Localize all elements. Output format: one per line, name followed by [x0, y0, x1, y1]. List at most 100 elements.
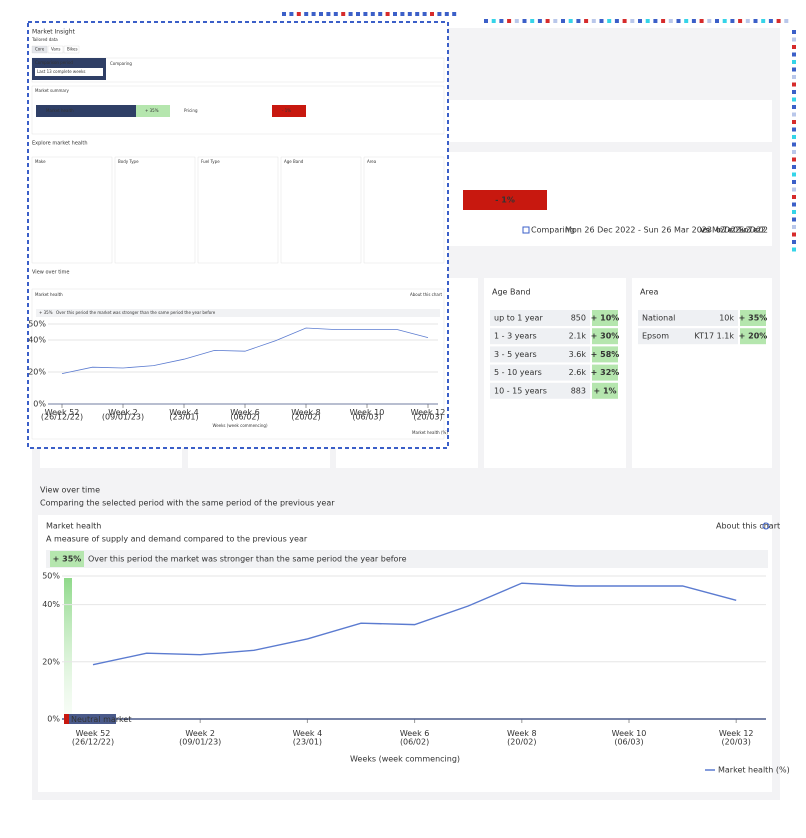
deco-square: [722, 19, 727, 23]
x-tick-date: (09/01/23): [179, 738, 221, 747]
row-label: 3 - 5 years: [494, 350, 537, 359]
deco-square: [622, 19, 627, 23]
series-line: [92, 582, 737, 666]
thumb-select: [35, 68, 103, 76]
deco-square: [792, 82, 796, 87]
deco-square: [792, 217, 796, 222]
thumb-period-value: Last 13 complete weeks: [37, 69, 86, 74]
deco-square: [661, 19, 666, 23]
thumb-tab-label: Vans: [51, 47, 61, 52]
x-tick-date: (06/03): [614, 738, 643, 747]
calendar-icon: [522, 226, 530, 234]
deco-square: [607, 19, 612, 23]
deco-square: [444, 12, 449, 16]
row-label: Epsom: [642, 332, 669, 341]
deco-square: [792, 247, 796, 252]
filter-row: [638, 310, 738, 326]
thumb-pricing: Pricing: [184, 108, 198, 113]
thumb-filter-title: Area: [367, 159, 377, 164]
deco-square: [761, 19, 766, 23]
change-badge: [592, 346, 618, 363]
row-count: 10k: [719, 314, 734, 323]
x-tick-date: (23/01): [293, 738, 322, 747]
deco-square: [385, 12, 390, 16]
x-tick-label: Week 4: [293, 729, 323, 738]
deco-square: [326, 12, 331, 16]
y-tick-label: 40%: [42, 600, 60, 609]
thumb-pricing-badge: [272, 105, 306, 117]
deco-square: [304, 12, 309, 16]
section-subtitle: Comparing the selected period with the s…: [40, 499, 335, 508]
thumb-filter-title: Age Band: [284, 159, 304, 164]
filter-row: [490, 382, 590, 399]
deco-square: [491, 19, 496, 23]
y-tick-label: 0%: [47, 715, 60, 724]
row-count: 883: [571, 386, 586, 395]
x-tick-date: (26/12/22): [41, 413, 83, 422]
deco-square: [792, 52, 796, 57]
x-tick-label: Week 6: [230, 408, 260, 417]
filter-row: [490, 346, 590, 363]
filter-title: Area: [640, 288, 659, 297]
deco-square: [792, 75, 796, 79]
deco-square: [311, 12, 316, 16]
thumb-tab: [63, 45, 80, 54]
deco-square: [715, 19, 719, 23]
deco-square: [430, 12, 434, 16]
x-tick-label: Week 10: [350, 408, 385, 417]
vs: vs: [700, 226, 710, 235]
filter-row: [490, 328, 590, 345]
current-period: Mon 26 Dec 2022 - Sun 26 Mar 2023: [565, 226, 712, 235]
y-tick-label: 20%: [28, 368, 46, 377]
row-count: 3.6k: [569, 350, 587, 359]
deco-square: [522, 19, 527, 23]
deco-square: [282, 12, 286, 16]
deco-square: [530, 19, 535, 23]
row-count: 850: [571, 314, 586, 323]
legend-label: Market health (%): [718, 766, 790, 775]
deco-square: [792, 105, 796, 109]
thumb-period-label: Comparison period: [35, 60, 73, 65]
deco-square: [576, 19, 581, 23]
thumb-filter: [363, 156, 445, 264]
y-tick-label: 40%: [28, 336, 46, 345]
x-tick-label: Week 4: [169, 408, 199, 417]
deco-square: [537, 19, 542, 23]
thumb-filter: [114, 156, 196, 264]
positive-gradient: [64, 578, 72, 719]
deco-square: [792, 195, 796, 199]
deco-square: [553, 19, 558, 23]
thumb-title: Market Insight: [32, 29, 76, 36]
row-change: + 58%: [591, 350, 620, 359]
deco-square: [792, 232, 796, 237]
filter-row: [638, 328, 738, 345]
x-tick-date: (06/02): [400, 738, 429, 747]
deco-square: [599, 19, 604, 23]
deco-square: [645, 19, 650, 23]
thumb-mh-value: + 35%: [145, 108, 159, 113]
deco-square: [378, 12, 383, 16]
deco-square: [415, 12, 420, 16]
deco-square: [348, 12, 353, 16]
thumb-comparing: Comparing: [110, 61, 132, 66]
row-change: + 32%: [591, 368, 620, 377]
neutral-dot: [64, 714, 69, 724]
row-count: 2.6k: [569, 368, 587, 377]
row-label: 1 - 3 years: [494, 332, 537, 341]
x-tick-label: Week 10: [612, 729, 647, 738]
deco-square: [484, 19, 488, 23]
deco-square: [792, 112, 796, 117]
section-title: View over time: [40, 486, 100, 495]
neutral-badge: [64, 714, 116, 724]
deco-square: [792, 90, 796, 94]
neutral-label: Neutral market: [71, 715, 131, 724]
chart-subtitle: A measure of supply and demand compared …: [46, 535, 308, 544]
row-count: KT17 1.1k: [694, 332, 734, 341]
thumb-mh: [36, 105, 136, 117]
deco-square: [792, 30, 796, 34]
thumb-filter: [280, 156, 362, 264]
thumb-mh-badge: [136, 105, 170, 117]
thumb-explore: Explore market health: [32, 141, 88, 147]
filter-row: [490, 364, 590, 381]
